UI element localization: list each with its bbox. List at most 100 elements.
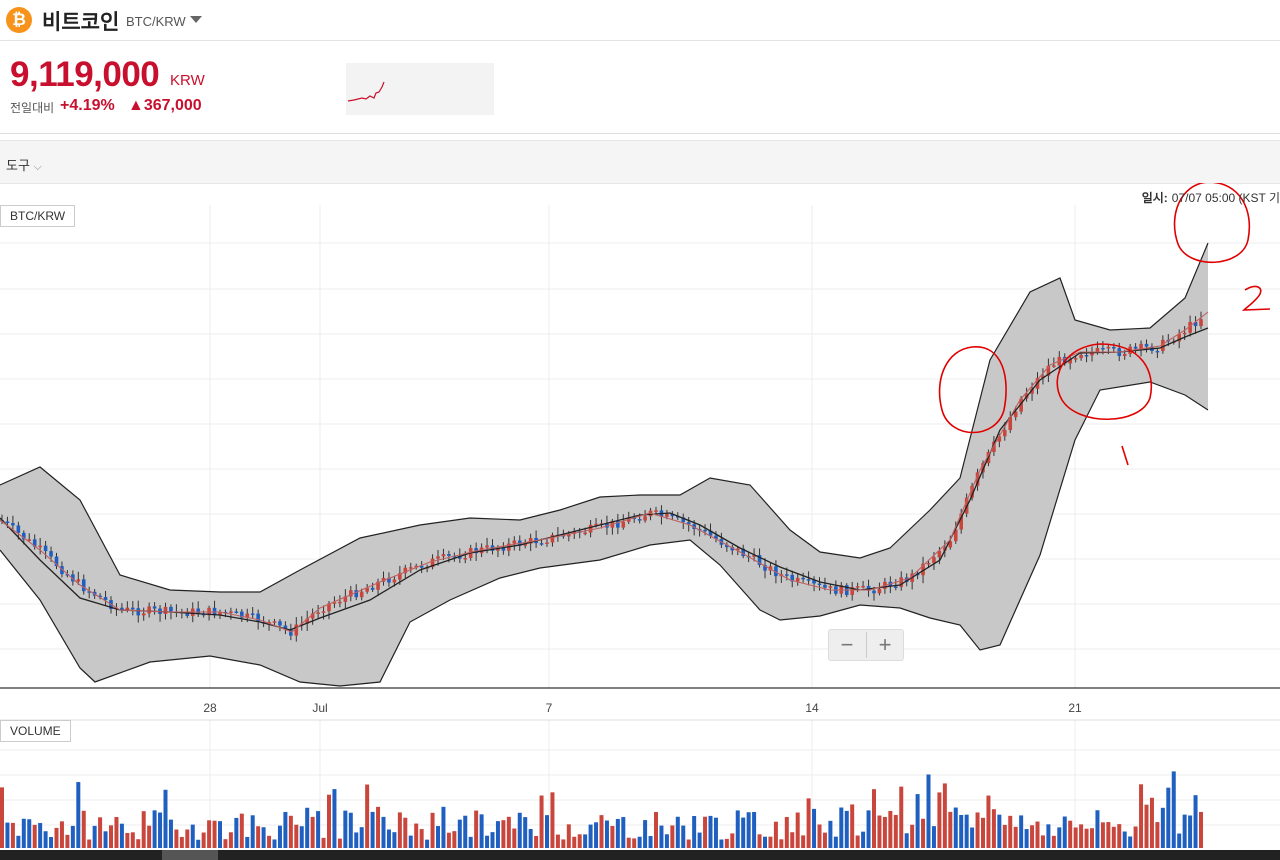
volume-bar: [1193, 795, 1198, 848]
price-unit: KRW: [170, 72, 205, 89]
candle-body: [828, 586, 833, 588]
zoom-control: − +: [828, 629, 904, 661]
volume-bar: [1030, 825, 1035, 848]
volume-bar: [239, 813, 244, 848]
volume-bar: [370, 811, 375, 848]
volume-bar: [267, 835, 272, 848]
volume-bar: [795, 812, 800, 848]
candle-body: [692, 524, 696, 529]
volume-bar: [1149, 797, 1154, 848]
timestamp-value: 07/07 05:00 (KST 기: [1171, 191, 1280, 205]
chart-area[interactable]: 28 Jul 7 14 21 일시: 07/07 05:00 (KST 기 BTC…: [0, 183, 1280, 860]
candle-body: [1199, 319, 1203, 327]
volume-bar: [735, 810, 740, 848]
volume-bar: [610, 825, 615, 848]
volume-bar: [670, 825, 675, 848]
candle-body: [594, 523, 598, 526]
volume-bar: [763, 836, 767, 848]
candle-body: [283, 625, 288, 629]
volume-bar: [588, 824, 593, 848]
candle-body: [1155, 350, 1160, 353]
scrollbar-thumb[interactable]: [162, 850, 218, 860]
candle-body: [877, 588, 882, 594]
volume-bar: [637, 836, 642, 848]
candle-body: [354, 590, 359, 598]
volume-bar: [381, 816, 386, 848]
volume-bar: [1062, 816, 1067, 848]
volume-bar: [1117, 824, 1122, 848]
volume-bar: [277, 825, 282, 848]
volume-bar: [43, 831, 48, 848]
horizontal-scrollbar[interactable]: [0, 850, 1280, 860]
change-label: 전일대비: [10, 101, 55, 115]
volume-bar: [899, 786, 904, 848]
candle-body: [169, 606, 173, 612]
volume-bar: [855, 835, 860, 848]
volume-bar: [1019, 815, 1024, 848]
candle-body: [485, 545, 489, 548]
volume-bar: [1139, 784, 1144, 848]
candle-body: [752, 555, 756, 557]
candle-body: [43, 545, 48, 552]
candle-body: [332, 602, 337, 604]
candle-body: [970, 485, 974, 498]
moving-average-fast-line: [0, 311, 1209, 633]
volume-bar: [1051, 835, 1056, 848]
candle-body: [327, 603, 331, 612]
tools-menu-button[interactable]: 도구 ⌵: [6, 155, 42, 174]
volume-bar: [337, 838, 342, 848]
candle-body: [616, 520, 620, 528]
volume-bar: [882, 816, 887, 848]
volume-bar: [92, 825, 97, 848]
price-chart[interactable]: 28 Jul 7 14 21: [0, 183, 1280, 860]
candle-body: [71, 574, 75, 582]
candle-body: [436, 556, 440, 559]
candle-body: [637, 519, 642, 521]
volume-bar: [27, 819, 32, 848]
candle-body: [359, 591, 364, 598]
caret-down-icon[interactable]: [190, 16, 202, 23]
bollinger-band: [0, 243, 1208, 686]
candle-body: [572, 531, 577, 534]
volume-bar: [87, 839, 92, 848]
candle-body: [441, 554, 446, 557]
volume-bar: [1188, 815, 1193, 848]
volume-bar: [212, 820, 217, 848]
volume-bar: [975, 812, 980, 848]
volume-bar: [1177, 833, 1182, 848]
volume-bar: [877, 815, 882, 848]
candle-body: [147, 606, 151, 614]
candle-body: [501, 547, 506, 551]
volume-bar: [828, 820, 833, 848]
volume-bar: [168, 819, 173, 848]
candle-body: [81, 579, 86, 592]
candle-body: [11, 523, 15, 526]
candle-body: [60, 566, 64, 575]
candle-body: [904, 577, 909, 582]
candle-body: [708, 530, 713, 536]
volume-bar: [643, 820, 648, 848]
volume-bar: [174, 829, 179, 848]
zoom-in-button[interactable]: +: [866, 632, 903, 658]
candle-body: [38, 545, 42, 548]
volume-bar: [648, 836, 653, 848]
volume-bar: [806, 798, 811, 848]
candle-body: [550, 534, 555, 543]
price-pane-label: BTC/KRW: [0, 205, 76, 227]
candle-body: [1030, 388, 1034, 394]
candle-body: [1133, 346, 1138, 349]
zoom-out-button[interactable]: −: [840, 632, 854, 657]
volume-bar: [463, 815, 468, 848]
candle-body: [959, 513, 963, 530]
candle-body: [850, 587, 854, 595]
candle-body: [872, 590, 876, 594]
candle-body: [921, 563, 925, 576]
candle-body: [681, 517, 686, 523]
candle-body: [234, 611, 239, 613]
candle-body: [1112, 347, 1116, 349]
volume-bar: [343, 810, 348, 848]
candle-body: [1073, 358, 1078, 360]
volume-bar: [1128, 836, 1133, 848]
candle-body: [654, 510, 658, 512]
candle-body: [725, 544, 729, 548]
